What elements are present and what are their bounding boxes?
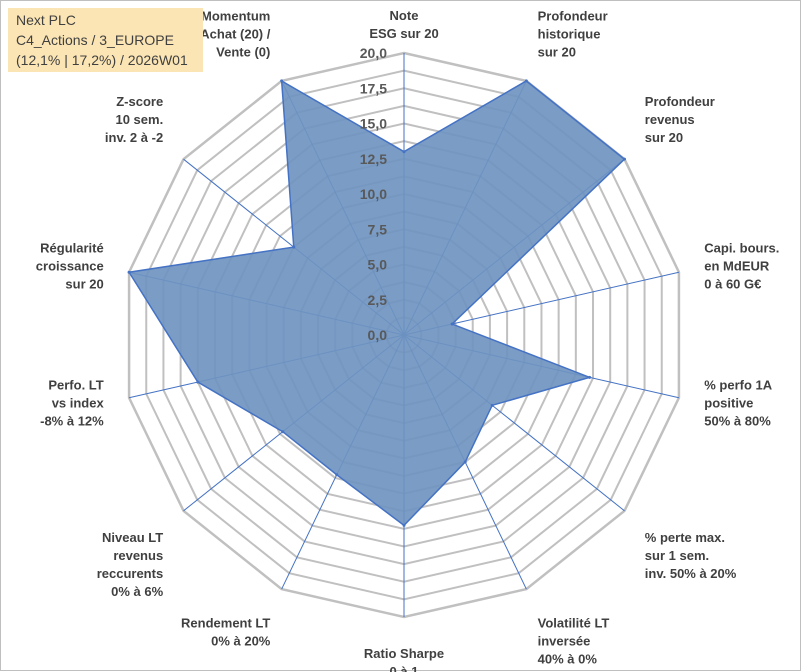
data-point [127,270,131,274]
axis-label: Perfo. LT vs index -8% à 12% [40,378,104,429]
axis-label-line: 10 sem. [115,112,163,127]
axis-label-line: Achat (20) / [200,27,270,42]
axis-label-line: Volatilité LT [538,615,610,630]
axis-label-line: Z-score [116,94,163,109]
tick-label: 0,0 [368,327,388,343]
axis-label: Volatilité LT inversée 40% à 0% [538,615,610,666]
axis-label-line: Profondeur [645,94,715,109]
chart-title-box: Next PLC C4_Actions / 3_EUROPE (12,1% | … [8,8,203,72]
tick-label: 15,0 [360,116,387,132]
tick-label: 10,0 [360,186,387,202]
axis-label-line: croissance [36,258,104,273]
axis-label-line: historique [538,27,601,42]
data-point [402,150,406,154]
axis-label-line: sur 1 sem. [645,548,709,563]
data-point [524,79,528,83]
data-point [463,460,467,464]
axis-labels: Note ESG sur 20 Profondeur historique sur 20… [36,8,780,672]
axis-label-line: 0% à 20% [211,633,271,648]
axis-label-line: vs index [52,396,105,411]
axis-label: Rendement LT 0% à 20% [181,615,271,648]
axis-label: Note ESG sur 20 [369,8,438,41]
axis-label-line: ESG sur 20 [369,26,438,41]
data-point [335,473,339,477]
axis-label-line: 40% à 0% [538,651,598,666]
category-label: C4_Actions / 3_EUROPE [16,32,174,48]
axis-label-line: Niveau LT [102,530,163,545]
axis-label-line: en MdEUR [704,258,770,273]
axis-label-line: % perte max. [645,530,725,545]
axis-label-line: Note [390,8,419,23]
axis-label-line: sur 20 [65,276,103,291]
data-point [280,79,284,83]
axis-label: Momentum Achat (20) / Vente (0) [200,9,270,60]
axis-label: % perfo 1A positive 50% à 80% [704,378,773,429]
axis-label-line: Vente (0) [216,45,270,60]
data-point [292,245,296,249]
series [127,79,626,527]
data-point [281,430,285,434]
tick-label: 17,5 [360,80,387,96]
axis-label: Profondeur revenus sur 20 [645,94,715,145]
axis-label: % perte max. sur 1 sem. inv. 50% à 20% [645,530,737,581]
data-point [622,157,626,161]
tick-label: 20,0 [360,45,387,61]
tick-label: 12,5 [360,151,387,167]
data-point [588,375,592,379]
tick-label: 2,5 [368,292,388,308]
axis-label-line: reccurents [97,566,163,581]
period-label: (12,1% | 17,2%) / 2026W01 [16,52,188,68]
axis-label-line: revenus [645,112,695,127]
axis-label: Capi. bours. en MdEUR 0 à 60 G€ [704,240,779,291]
axis-label-line: 0 à 1 [390,664,419,672]
axis-label-line: -8% à 12% [40,414,104,429]
axis-label-line: Perfo. LT [48,378,103,393]
axis-label-line: Ratio Sharpe [364,646,444,661]
axis-label-line: Rendement LT [181,615,270,630]
axis-label-line: 0% à 6% [111,584,163,599]
axis-label-line: Capi. bours. [704,240,779,255]
data-point [450,322,454,326]
axis-label: Z-score 10 sem. inv. 2 à -2 [105,94,163,145]
axis-label-line: 50% à 80% [704,414,771,429]
data-point [196,380,200,384]
axis-label-line: inv. 2 à -2 [105,130,163,145]
axis-label-line: Profondeur [538,9,608,24]
axis-label-line: Régularité [40,240,104,255]
axis-label-line: sur 20 [645,130,683,145]
axis-label-line: positive [704,396,753,411]
axis-label-line: revenus [113,548,163,563]
axis-label: Profondeur historique sur 20 [538,9,608,60]
axis-label-line: sur 20 [538,45,576,60]
axis-label: Régularité croissance sur 20 [36,240,104,291]
axis-label: Ratio Sharpe 0 à 1 [364,646,444,672]
axis-label: Niveau LT revenus reccurents 0% à 6% [97,530,164,599]
axis-label-line: inversée [538,633,591,648]
data-point [490,403,494,407]
data-point [402,523,406,527]
radial-tick-labels: 0,0 2,5 5,0 7,5 10,0 12,5 15,0 17,5 20,0 [360,45,387,343]
tick-label: 7,5 [368,221,388,237]
axis-label-line: % perfo 1A [704,378,773,393]
axis-label-line: Momentum [201,9,270,24]
axis-label-line: 0 à 60 G€ [704,276,761,291]
company-name: Next PLC [16,12,76,28]
tick-label: 5,0 [368,257,388,273]
axis-label-line: inv. 50% à 20% [645,566,737,581]
